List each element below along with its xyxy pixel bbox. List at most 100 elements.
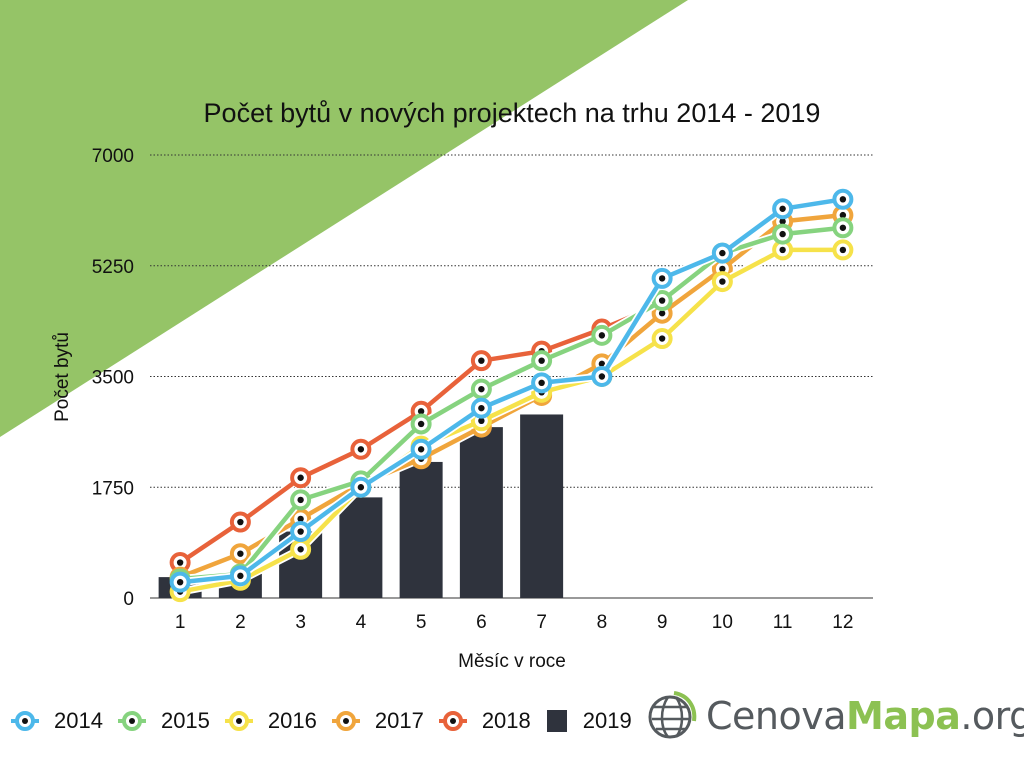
legend-marker-icon <box>11 711 39 731</box>
legend-item-2017: 2017 <box>331 708 424 734</box>
point-dot <box>237 550 244 557</box>
point-2016-m10 <box>711 271 733 293</box>
bar-2019-m4 <box>339 497 383 598</box>
point-2015-m5 <box>410 413 432 435</box>
legend-marker-icon <box>117 711 146 731</box>
point-dot <box>538 379 545 387</box>
cenovamapa-logo: CenovaMapa.org <box>644 684 1024 748</box>
point-dot <box>658 297 666 304</box>
point-2015-m7 <box>531 350 553 372</box>
point-dot <box>478 404 485 412</box>
globe-icon <box>648 691 697 739</box>
point-dot <box>839 196 847 203</box>
point-dot <box>839 211 847 219</box>
point-2014-m12 <box>832 188 854 210</box>
legend: 2014 2015 2016 2017 2018 2019 <box>10 704 632 738</box>
point-dot <box>779 205 786 212</box>
x-tick-label: 8 <box>597 612 608 633</box>
bar-2019-m7 <box>520 414 564 598</box>
y-tick-label: 5250 <box>92 257 134 278</box>
legend-marker-icon <box>438 711 467 731</box>
point-2015-m6 <box>470 378 492 400</box>
point-dot <box>176 578 184 586</box>
point-2015-m9 <box>651 290 673 312</box>
x-tick-label: 9 <box>657 612 668 633</box>
point-dot <box>658 335 666 342</box>
legend-label: 2015 <box>160 708 210 733</box>
series-line-2016 <box>179 247 843 594</box>
y-tick-label: 7000 <box>92 146 134 167</box>
legend-label: 2019 <box>582 708 632 733</box>
point-2018-m2 <box>229 511 251 533</box>
legend-label: 2016 <box>267 708 317 733</box>
x-tick-label: 12 <box>832 612 853 633</box>
point-2014-m7 <box>531 372 553 394</box>
point-2015-m3 <box>290 489 312 511</box>
point-2016-m9 <box>651 328 673 350</box>
logo-text-org: .org <box>960 694 1024 738</box>
point-dot <box>598 332 606 339</box>
point-dot <box>719 278 726 285</box>
series-line-2017 <box>179 212 844 580</box>
point-dot <box>478 417 485 424</box>
legend-dot <box>342 718 349 724</box>
point-dot <box>779 230 786 238</box>
legend-dot <box>128 718 135 724</box>
point-dot <box>478 357 485 364</box>
x-tick-label: 7 <box>536 612 547 633</box>
legend-label: 2018 <box>481 708 531 733</box>
point-dot <box>779 246 786 254</box>
y-axis-label: Počet bytů <box>52 332 73 422</box>
x-tick-label: 6 <box>476 612 487 633</box>
point-dot <box>719 249 726 257</box>
point-dot <box>297 474 304 481</box>
point-2018-m4 <box>350 438 372 460</box>
legend-item-2018: 2018 <box>438 708 531 734</box>
point-dot <box>538 357 545 364</box>
logo-text-mapa: Mapa <box>846 694 961 738</box>
x-tick-label: 4 <box>356 612 367 633</box>
point-2014-m5 <box>410 438 432 460</box>
point-2018-m3 <box>290 467 312 489</box>
point-2016-m3 <box>290 538 312 560</box>
series-line-2014 <box>179 197 844 585</box>
x-tick-label: 1 <box>175 612 186 633</box>
x-axis-label: Měsíc v roce <box>458 651 566 672</box>
point-dot <box>658 275 666 282</box>
point-dot <box>297 496 304 504</box>
x-tick-label: 2 <box>235 612 246 633</box>
point-2016-m12 <box>832 239 854 261</box>
point-dot <box>417 420 425 428</box>
bar-2019-m5 <box>399 461 443 598</box>
y-tick-label: 0 <box>123 589 134 610</box>
point-dot <box>417 408 425 415</box>
legend-label: 2014 <box>54 708 103 733</box>
point-2014-m9 <box>651 267 673 289</box>
point-2014-m1 <box>169 571 191 593</box>
point-dot <box>658 310 666 317</box>
legend-item-2019: 2019 <box>545 708 632 734</box>
point-2014-m3 <box>290 521 312 543</box>
point-dot <box>719 265 726 273</box>
y-tick-label: 3500 <box>92 368 134 389</box>
point-dot <box>417 446 425 453</box>
legend-dot <box>22 718 28 724</box>
legend-item-2015: 2015 <box>117 708 210 734</box>
point-2018-m6 <box>470 350 492 372</box>
point-dot <box>478 385 485 393</box>
point-2015-m11 <box>772 223 794 245</box>
x-tick-label: 10 <box>712 612 733 633</box>
point-2015-m12 <box>832 217 854 239</box>
x-tick-label: 3 <box>295 612 306 633</box>
point-2014-m11 <box>772 198 794 220</box>
legend-label: 2017 <box>374 708 424 733</box>
point-2014-m2 <box>229 565 251 587</box>
point-2015-m8 <box>591 324 613 346</box>
legend-swatch <box>546 710 567 732</box>
legend-marker-icon <box>224 711 253 731</box>
series-2016 <box>169 239 854 603</box>
point-2014-m4 <box>350 476 372 498</box>
point-2014-m10 <box>711 242 733 264</box>
series-2014 <box>169 188 854 593</box>
